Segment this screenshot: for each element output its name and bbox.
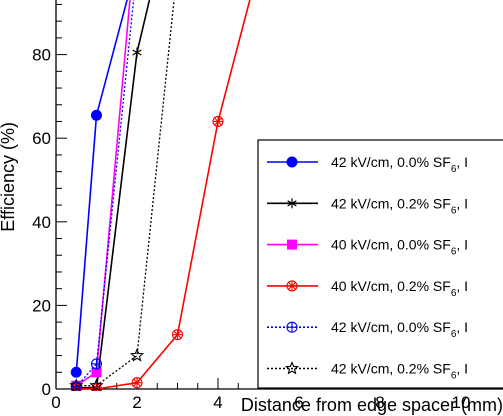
y-tick-label: 60: [32, 129, 51, 148]
marker-stroke: [133, 378, 141, 387]
marker-stroke: [214, 117, 222, 126]
data-point: [287, 239, 297, 250]
series-layer: [69, 0, 251, 391]
x-tick-label: 4: [213, 393, 222, 412]
data-point: [91, 109, 102, 121]
legend-item: 42 kV/cm, 0.2% SF6, I: [267, 195, 468, 216]
legend-label: 42 kV/cm, 0.2% SF6, I: [331, 361, 468, 382]
data-point: [286, 321, 298, 333]
y-tick-label: 20: [32, 296, 51, 315]
marker-stroke: [287, 200, 297, 207]
legend-label: 42 kV/cm, 0.0% SF6, I: [331, 319, 468, 340]
marker-stroke: [288, 282, 296, 290]
series-6: [69, 0, 175, 391]
legend-box: [257, 139, 503, 389]
data-point: [129, 348, 145, 362]
legend-label: 40 kV/cm, 0.0% SF6, I: [331, 237, 468, 258]
data-point: [284, 361, 300, 375]
data-point: [70, 381, 82, 391]
data-point: [69, 378, 84, 391]
data-point: [132, 47, 142, 58]
y-tick-label: 40: [32, 213, 51, 232]
data-point: [91, 367, 102, 378]
series-line: [76, 0, 175, 387]
x-tick-label: 6: [294, 393, 303, 412]
legend-item: 42 kV/cm, 0.0% SF6, I: [267, 319, 468, 340]
legend-item: 42 kV/cm, 0.0% SF6, I: [267, 154, 468, 175]
legend-item: 42 kV/cm, 0.2% SF6, I: [267, 361, 468, 382]
series-5: [70, 0, 135, 391]
series-line: [76, 0, 151, 389]
x-tick-label: 2: [132, 393, 141, 412]
y-tick-label: 0: [42, 380, 51, 399]
data-point: [286, 156, 298, 168]
series-2: [71, 0, 151, 391]
legend-label: 42 kV/cm, 0.0% SF6, I: [331, 154, 468, 175]
legend: 42 kV/cm, 0.0% SF6, I 42 kV/cm, 0.2% SF6,…: [257, 139, 503, 389]
legend-item: 40 kV/cm, 0.0% SF6, I: [267, 237, 468, 258]
legend-label: 40 kV/cm, 0.2% SF6, I: [331, 278, 468, 299]
data-point: [89, 378, 104, 391]
data-point: [287, 198, 297, 209]
x-tick-label: 0: [51, 393, 60, 412]
x-tick-label: 10: [452, 393, 471, 412]
marker-stroke: [132, 49, 142, 56]
series-1: [70, 0, 128, 378]
series-line: [75, 0, 131, 387]
data-point: [70, 366, 82, 378]
data-point: [90, 358, 103, 370]
y-axis-title: Efficiency (%): [0, 122, 18, 232]
x-axis-title: Distance from edge spacer (mm): [241, 395, 503, 415]
legend-item: 40 kV/cm, 0.2% SF6, I: [267, 278, 468, 299]
data-point: [286, 280, 298, 292]
series-line: [75, 0, 135, 388]
y-tick-label: 80: [32, 46, 51, 65]
legend-label: 42 kV/cm, 0.2% SF6, I: [331, 195, 468, 216]
marker-stroke: [173, 330, 182, 339]
data-point: [212, 115, 224, 128]
data-point: [131, 377, 143, 389]
data-point: [171, 329, 184, 341]
x-tick-label: 8: [375, 393, 384, 412]
